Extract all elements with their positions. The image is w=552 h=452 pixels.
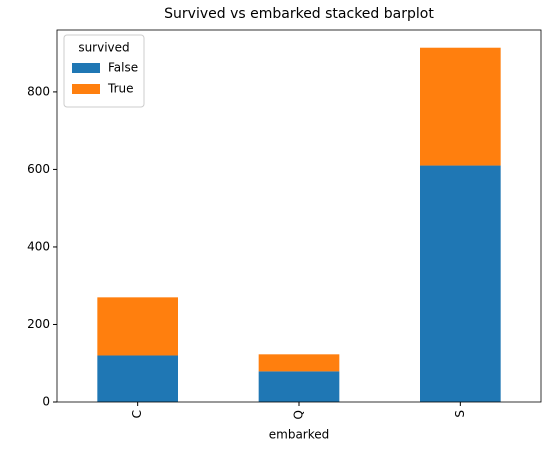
bar-segment	[420, 165, 501, 402]
bar-segment	[420, 47, 501, 166]
legend-swatch	[72, 63, 100, 73]
legend-title: survived	[78, 41, 129, 55]
y-tick-label: 800	[27, 84, 50, 98]
x-tick-label: Q	[292, 410, 306, 419]
bar-segment	[258, 354, 340, 372]
bar-segment	[97, 355, 178, 402]
axes-frame	[56, 29, 542, 403]
y-tick-label: 0	[42, 395, 50, 409]
legend-label: False	[108, 61, 138, 75]
x-tick-label: S	[453, 410, 467, 418]
legend-swatch	[72, 84, 100, 94]
y-tick-label: 200	[27, 317, 50, 331]
x-axis-label: embarked	[269, 428, 330, 442]
x-tick-label: C	[130, 410, 144, 418]
bar-segment	[97, 297, 178, 356]
y-tick-label: 400	[27, 239, 50, 253]
bar-segment	[258, 371, 340, 402]
y-tick-label: 600	[27, 162, 50, 176]
legend-label: True	[107, 82, 134, 96]
chart-title: Survived vs embarked stacked barplot	[164, 6, 434, 22]
